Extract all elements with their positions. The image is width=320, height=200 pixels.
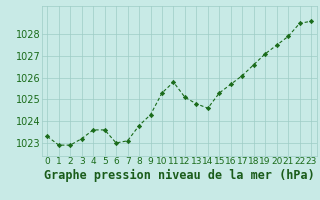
X-axis label: Graphe pression niveau de la mer (hPa): Graphe pression niveau de la mer (hPa) <box>44 169 315 182</box>
